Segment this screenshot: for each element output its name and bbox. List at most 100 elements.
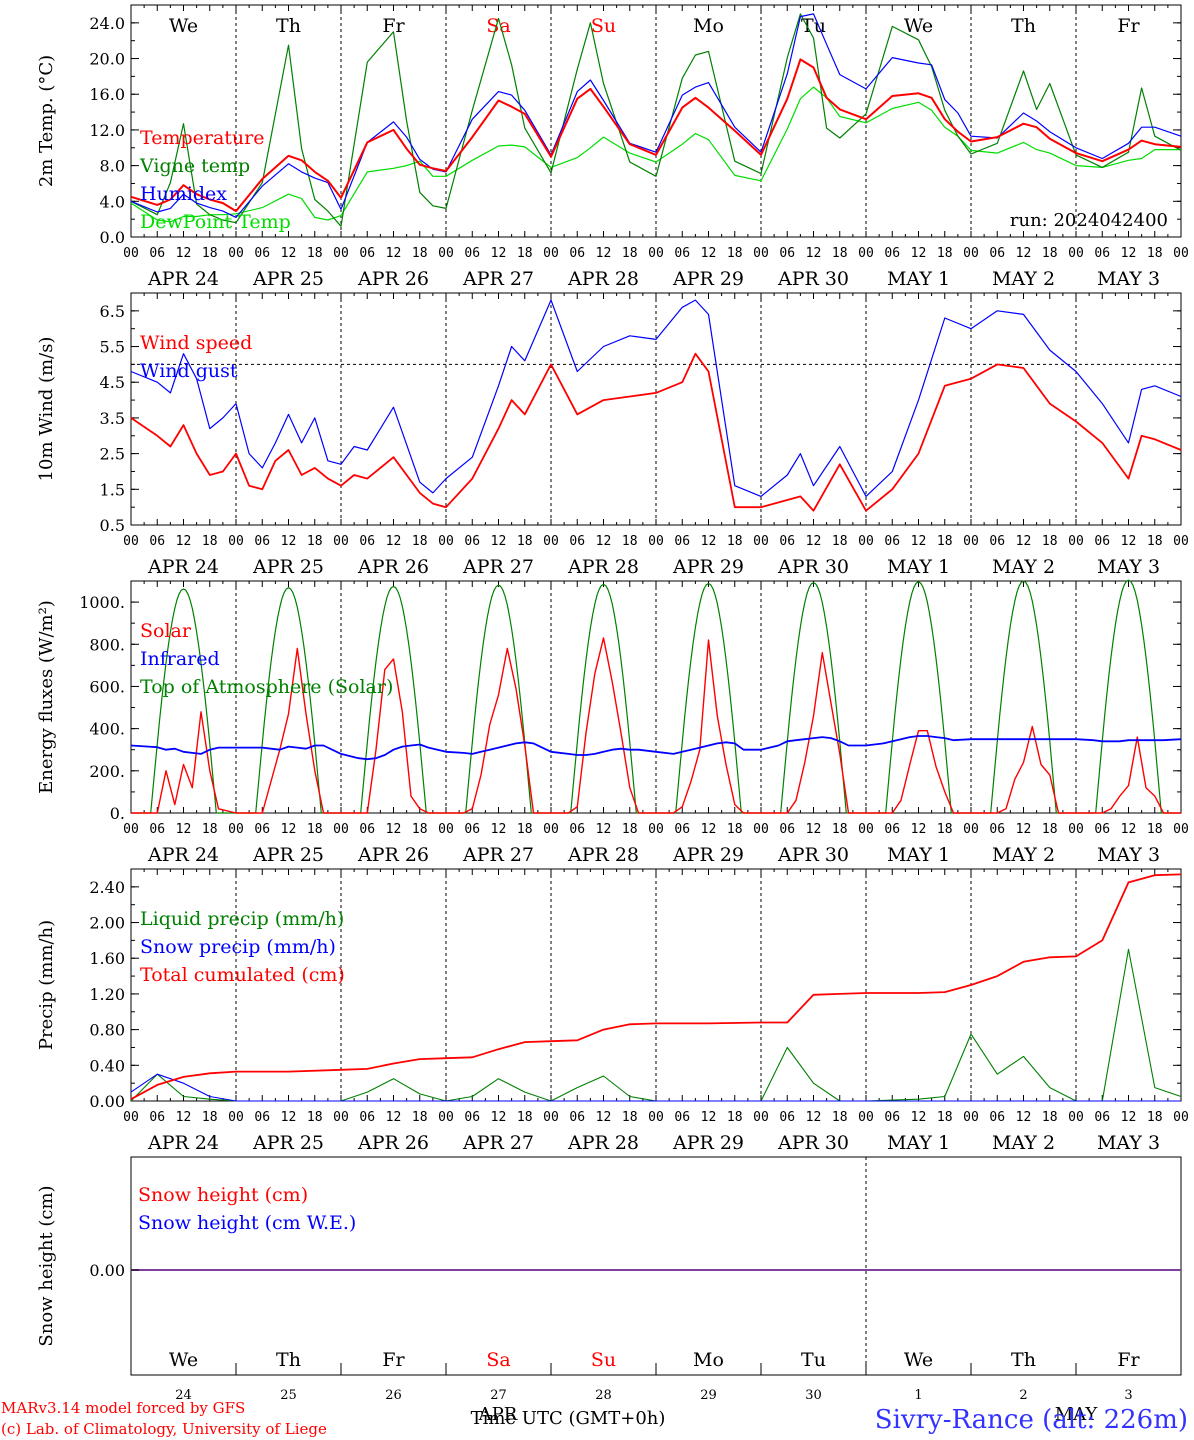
hour-tick-label: 00 bbox=[438, 822, 454, 837]
hour-tick-label: 18 bbox=[727, 534, 743, 549]
hour-tick-label: 18 bbox=[412, 534, 428, 549]
hour-tick-label: 12 bbox=[176, 1110, 192, 1125]
day-number: 29 bbox=[700, 1388, 717, 1403]
hour-tick-label: 00 bbox=[228, 534, 244, 549]
hour-tick-label: 06 bbox=[359, 822, 375, 837]
hour-tick-label: 06 bbox=[359, 246, 375, 261]
hour-tick-label: 18 bbox=[307, 534, 323, 549]
hour-tick-label: 06 bbox=[884, 246, 900, 261]
day-label: MAY 2 bbox=[992, 268, 1055, 290]
hour-tick-label: 12 bbox=[491, 1110, 507, 1125]
weekday-label: Th bbox=[276, 1349, 301, 1371]
day-label: APR 24 bbox=[147, 556, 219, 578]
credit-line-1: MARv3.14 model forced by GFS bbox=[1, 1399, 245, 1417]
hour-tick-label: 12 bbox=[281, 1110, 297, 1125]
weekday-label: We bbox=[904, 1349, 933, 1371]
hour-tick-label: 00 bbox=[543, 246, 559, 261]
hour-tick-label: 00 bbox=[1068, 534, 1084, 549]
hour-tick-label: 18 bbox=[202, 246, 218, 261]
y-tick-label: 1.5 bbox=[100, 480, 125, 499]
hour-tick-label: 12 bbox=[386, 246, 402, 261]
weekday-label: Tu bbox=[801, 15, 826, 37]
day-label: APR 26 bbox=[357, 268, 429, 290]
weekday-label: Th bbox=[1011, 15, 1036, 37]
hour-tick-label: 18 bbox=[1042, 534, 1058, 549]
hour-tick-label: 18 bbox=[517, 1110, 533, 1125]
hour-tick-label: 06 bbox=[674, 534, 690, 549]
hour-tick-label: 12 bbox=[806, 1110, 822, 1125]
hour-tick-label: 00 bbox=[438, 246, 454, 261]
hour-tick-label: 12 bbox=[596, 246, 612, 261]
hour-tick-label: 18 bbox=[1147, 1110, 1163, 1125]
day-number: 26 bbox=[385, 1388, 402, 1403]
hour-tick-label: 06 bbox=[989, 1110, 1005, 1125]
hour-tick-label: 06 bbox=[674, 246, 690, 261]
hour-tick-label: 12 bbox=[701, 1110, 717, 1125]
hour-tick-label: 12 bbox=[281, 822, 297, 837]
hour-tick-label: 06 bbox=[149, 534, 165, 549]
hour-tick-label: 18 bbox=[1042, 1110, 1058, 1125]
weekday-label: Fr bbox=[1117, 15, 1140, 37]
hour-tick-label: 18 bbox=[1042, 246, 1058, 261]
month-overlap-right: MAY bbox=[1055, 1404, 1099, 1425]
weekday-label: Th bbox=[1011, 1349, 1036, 1371]
legend-entry: Snow height (cm) bbox=[138, 1184, 308, 1206]
hour-tick-label: 18 bbox=[622, 1110, 638, 1125]
hour-tick-label: 06 bbox=[359, 534, 375, 549]
hour-tick-label: 06 bbox=[464, 246, 480, 261]
hour-tick-label: 12 bbox=[806, 822, 822, 837]
hour-tick-label: 00 bbox=[228, 1110, 244, 1125]
day-number: 25 bbox=[280, 1388, 297, 1403]
hour-tick-label: 18 bbox=[412, 1110, 428, 1125]
y-tick-label: 400. bbox=[89, 720, 125, 739]
hour-tick-label: 06 bbox=[779, 246, 795, 261]
hour-tick-label: 18 bbox=[517, 822, 533, 837]
hour-tick-label: 18 bbox=[307, 246, 323, 261]
hour-tick-label: 00 bbox=[648, 1110, 664, 1125]
hour-tick-label: 06 bbox=[359, 1110, 375, 1125]
hour-tick-label: 00 bbox=[753, 246, 769, 261]
day-number: 30 bbox=[805, 1388, 822, 1403]
weekday-label: Sa bbox=[486, 1349, 510, 1371]
precip-panel: 00 06 12 18 00 06 12 18 00 06 12 18 00 06 12 18 00 06 12 18… bbox=[36, 868, 1189, 1154]
day-label: APR 30 bbox=[777, 556, 849, 578]
hour-tick-label: 06 bbox=[149, 822, 165, 837]
hour-tick-label: 18 bbox=[202, 534, 218, 549]
hour-tick-label: 00 bbox=[963, 246, 979, 261]
day-label: APR 25 bbox=[252, 1132, 324, 1154]
y-axis-label: 2m Temp. (°C) bbox=[36, 55, 57, 187]
hour-tick-label: 18 bbox=[727, 246, 743, 261]
hour-tick-label: 12 bbox=[176, 822, 192, 837]
hour-tick-label: 12 bbox=[1121, 822, 1137, 837]
weekday-label: We bbox=[904, 15, 933, 37]
hour-tick-label: 00 bbox=[1068, 822, 1084, 837]
hour-tick-label: 06 bbox=[884, 822, 900, 837]
series-line-vigne-temp bbox=[130, 13, 1182, 227]
hour-tick-label: 12 bbox=[1016, 534, 1032, 549]
day-label: MAY 2 bbox=[992, 844, 1055, 866]
legend-entry: Liquid precip (mm/h) bbox=[140, 908, 344, 930]
y-tick-label: 0.5 bbox=[100, 516, 125, 535]
day-label: MAY 3 bbox=[1097, 844, 1160, 866]
hour-tick-label: 00 bbox=[858, 1110, 874, 1125]
hour-tick-label: 06 bbox=[779, 1110, 795, 1125]
y-tick-label: 200. bbox=[89, 762, 125, 781]
hour-tick-label: 06 bbox=[254, 534, 270, 549]
weekday-label: Fr bbox=[1117, 1349, 1140, 1371]
day-number: 1 bbox=[914, 1388, 922, 1403]
hour-tick-label: 00 bbox=[858, 246, 874, 261]
hour-tick-label: 00 bbox=[858, 822, 874, 837]
legend-entry: Top of Atmosphere (Solar) bbox=[140, 676, 393, 698]
hour-tick-label: 00 bbox=[648, 822, 664, 837]
y-tick-label: 0.80 bbox=[89, 1021, 125, 1040]
day-label: APR 26 bbox=[357, 556, 429, 578]
hour-tick-label: 00 bbox=[123, 822, 139, 837]
day-label: APR 30 bbox=[777, 1132, 849, 1154]
hour-tick-label: 00 bbox=[333, 822, 349, 837]
hour-tick-label: 18 bbox=[517, 246, 533, 261]
hour-tick-label: 00 bbox=[543, 1110, 559, 1125]
hour-tick-label: 00 bbox=[963, 822, 979, 837]
hour-tick-label: 06 bbox=[149, 246, 165, 261]
hour-tick-label: 12 bbox=[281, 534, 297, 549]
day-label: MAY 3 bbox=[1097, 1132, 1160, 1154]
